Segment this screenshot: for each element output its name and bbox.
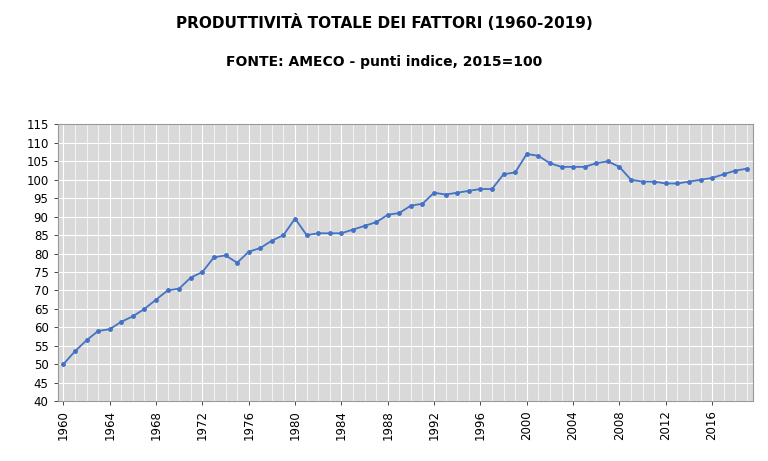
- Text: PRODUTTIVITÀ TOTALE DEI FATTORI (1960-2019): PRODUTTIVITÀ TOTALE DEI FATTORI (1960-20…: [176, 14, 592, 31]
- Text: FONTE: AMECO - punti indice, 2015=100: FONTE: AMECO - punti indice, 2015=100: [226, 55, 542, 69]
